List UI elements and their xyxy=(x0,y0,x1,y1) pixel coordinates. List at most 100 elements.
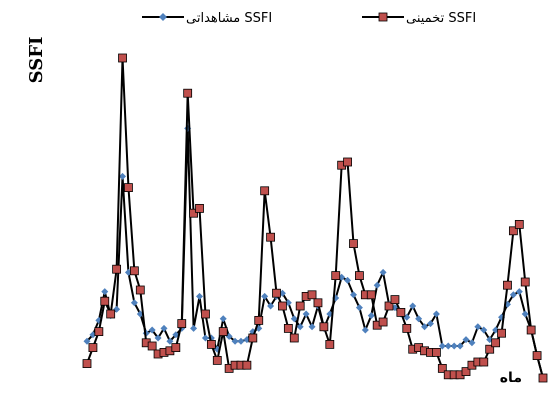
data-point-observed xyxy=(379,268,387,276)
data-point-estimated xyxy=(195,203,204,213)
series-line-observed xyxy=(86,127,544,379)
legend-label-estimated: تخمینی SSFI xyxy=(406,11,476,26)
data-point-observed xyxy=(426,320,434,328)
data-point-estimated xyxy=(254,315,264,325)
data-point-estimated xyxy=(491,338,501,348)
data-point-observed xyxy=(101,288,109,296)
data-point-estimated xyxy=(289,333,299,343)
data-point-estimated xyxy=(295,301,305,311)
data-point-estimated xyxy=(106,309,116,319)
data-point-estimated xyxy=(118,53,127,63)
legend-marker-estimated xyxy=(378,12,388,22)
data-point-estimated xyxy=(366,290,376,300)
data-point-estimated xyxy=(402,323,412,333)
data-point-observed xyxy=(166,337,174,345)
data-point-observed xyxy=(231,337,239,345)
data-point-estimated xyxy=(242,360,252,370)
data-point-estimated xyxy=(88,343,98,353)
data-point-estimated xyxy=(343,157,352,167)
data-point-estimated xyxy=(331,271,341,281)
data-point-observed xyxy=(308,323,316,331)
data-point-estimated xyxy=(461,367,471,377)
data-point-observed xyxy=(190,324,198,332)
legend-label-observed: مشاهداتی SSFI xyxy=(186,11,272,26)
data-point-observed xyxy=(296,323,304,331)
data-point-observed xyxy=(302,310,310,318)
data-point-observed xyxy=(415,315,423,323)
data-point-estimated xyxy=(325,339,335,349)
data-point-estimated xyxy=(135,285,145,295)
data-point-estimated xyxy=(212,355,222,365)
data-point-estimated xyxy=(248,333,258,343)
data-point-observed xyxy=(515,288,523,296)
data-point-observed xyxy=(83,337,91,345)
data-point-estimated xyxy=(272,288,281,298)
x-axis-title: ماه xyxy=(500,370,522,386)
data-point-observed xyxy=(355,304,363,312)
data-point-observed xyxy=(237,337,245,345)
series-estimated xyxy=(82,53,548,383)
data-point-observed xyxy=(130,299,138,307)
data-point-observed xyxy=(474,323,482,331)
data-point-estimated xyxy=(100,296,110,306)
data-point-estimated xyxy=(313,298,323,308)
data-point-estimated xyxy=(390,295,400,305)
data-point-observed xyxy=(267,302,275,310)
data-point-observed xyxy=(462,336,470,344)
data-point-estimated xyxy=(503,280,512,290)
data-point-estimated xyxy=(189,208,198,218)
plot-area xyxy=(82,53,548,383)
data-point-observed xyxy=(450,342,458,350)
data-point-estimated xyxy=(497,328,506,338)
data-point-estimated xyxy=(538,373,548,383)
data-point-observed xyxy=(456,342,464,350)
data-point-observed xyxy=(367,312,375,320)
data-point-estimated xyxy=(396,307,406,317)
data-point-observed xyxy=(290,315,298,323)
data-point-observed xyxy=(438,342,446,350)
data-point-estimated xyxy=(147,341,157,351)
data-point-estimated xyxy=(514,219,524,229)
data-point-observed xyxy=(119,172,127,180)
data-point-observed xyxy=(421,323,429,331)
legend-marker-observed xyxy=(159,13,167,21)
data-point-estimated xyxy=(278,301,287,311)
data-point-estimated xyxy=(266,232,275,242)
data-point-estimated xyxy=(283,323,293,333)
data-point-estimated xyxy=(183,88,193,98)
data-point-estimated xyxy=(437,363,447,373)
data-point-observed xyxy=(349,291,357,299)
data-point-estimated xyxy=(177,319,187,329)
legend-item-observed: مشاهداتی SSFI xyxy=(142,11,272,26)
data-point-estimated xyxy=(129,266,139,276)
data-point-estimated xyxy=(479,357,489,367)
data-point-observed xyxy=(201,334,209,342)
data-point-estimated xyxy=(171,343,181,353)
data-point-estimated xyxy=(485,344,495,354)
data-point-estimated xyxy=(124,183,133,193)
data-point-estimated xyxy=(260,186,270,196)
data-point-observed xyxy=(432,310,440,318)
data-point-estimated xyxy=(201,309,210,319)
data-point-estimated xyxy=(94,327,104,337)
data-point-observed xyxy=(160,324,168,332)
data-point-estimated xyxy=(508,226,518,236)
data-point-observed xyxy=(444,342,452,350)
data-point-observed xyxy=(480,326,488,334)
legend-item-estimated: تخمینی SSFI xyxy=(362,11,476,26)
data-point-estimated xyxy=(532,351,542,361)
data-point-estimated xyxy=(526,325,536,335)
data-point-observed xyxy=(154,334,162,342)
data-point-observed xyxy=(361,326,369,334)
data-point-observed xyxy=(261,292,269,300)
data-point-estimated xyxy=(82,359,92,369)
data-point-estimated xyxy=(355,271,364,281)
data-point-observed xyxy=(521,310,529,318)
data-point-estimated xyxy=(307,290,317,300)
data-point-observed xyxy=(196,292,204,300)
data-point-estimated xyxy=(384,301,394,311)
data-point-observed xyxy=(344,276,352,284)
data-point-estimated xyxy=(206,339,216,349)
data-point-estimated xyxy=(432,347,441,357)
